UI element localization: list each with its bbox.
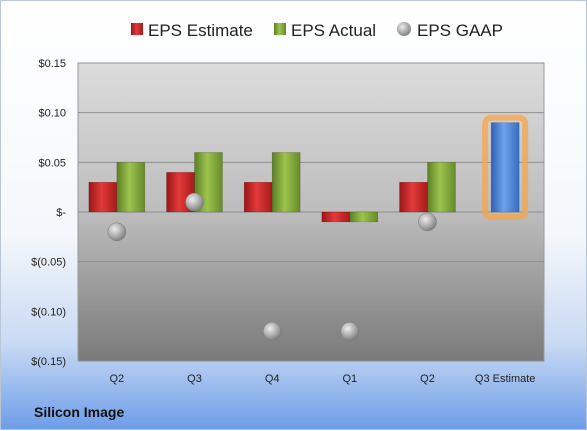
bar-eps-estimate — [243, 181, 273, 213]
x-tick-label: Q3 Estimate — [475, 373, 536, 385]
point-eps-gaap — [262, 321, 282, 341]
y-tick-label: $0.10 — [38, 108, 66, 120]
forecast-glow — [482, 114, 529, 220]
x-tick-label: Q4 — [265, 373, 280, 385]
legend-label-actual: EPS Actual — [291, 21, 376, 40]
bar-eps-estimate — [399, 181, 428, 213]
y-tick-label: $0.05 — [38, 157, 66, 169]
point-eps-gaap — [418, 212, 437, 232]
x-tick-label: Q2 — [109, 373, 124, 385]
point-eps-gaap — [185, 192, 204, 212]
legend: EPS Estimate EPS Actual EPS GAAP — [131, 21, 503, 40]
legend-item-estimate: EPS Estimate — [131, 21, 253, 40]
legend-label-estimate: EPS Estimate — [148, 21, 253, 40]
point-eps-gaap — [107, 222, 127, 242]
gaap-points — [107, 192, 437, 341]
bar-eps-estimate — [321, 211, 351, 223]
y-axis-ticks: $0.15 $0.10 $0.05 $- $(0.05) $(0.10) $(0.15) — [31, 58, 66, 368]
y-tick-label: $(0.15) — [31, 356, 66, 368]
bars — [88, 122, 520, 223]
legend-item-gaap: EPS GAAP — [397, 21, 503, 40]
bar-eps-estimate — [88, 181, 118, 213]
x-tick-label: Q1 — [342, 373, 357, 385]
y-tick-label: $(0.05) — [31, 257, 66, 269]
point-eps-gaap — [340, 321, 360, 341]
legend-item-actual: EPS Actual — [274, 21, 376, 40]
gridlines — [78, 62, 544, 362]
legend-swatch-estimate — [131, 23, 143, 35]
company-label: Silicon Image — [34, 404, 124, 420]
legend-label-gaap: EPS GAAP — [417, 21, 503, 40]
y-tick-label: $- — [56, 207, 66, 219]
x-axis-ticks: Q2 Q3 Q4 Q1 Q2 Q3 Estimate — [109, 373, 535, 385]
bar-eps-actual — [116, 162, 146, 213]
bar-eps-actual — [427, 162, 456, 213]
bar-eps-actual — [349, 211, 379, 223]
bar-eps-estimate-forward — [490, 122, 520, 213]
legend-swatch-gaap — [397, 22, 411, 36]
bar-eps-actual — [271, 152, 301, 213]
forecast-highlight — [482, 114, 529, 220]
x-tick-label: Q3 — [187, 373, 202, 385]
x-tick-label: Q2 — [420, 373, 435, 385]
legend-swatch-actual — [274, 23, 286, 35]
y-tick-label: $(0.10) — [31, 306, 66, 318]
y-tick-label: $0.15 — [38, 58, 66, 70]
